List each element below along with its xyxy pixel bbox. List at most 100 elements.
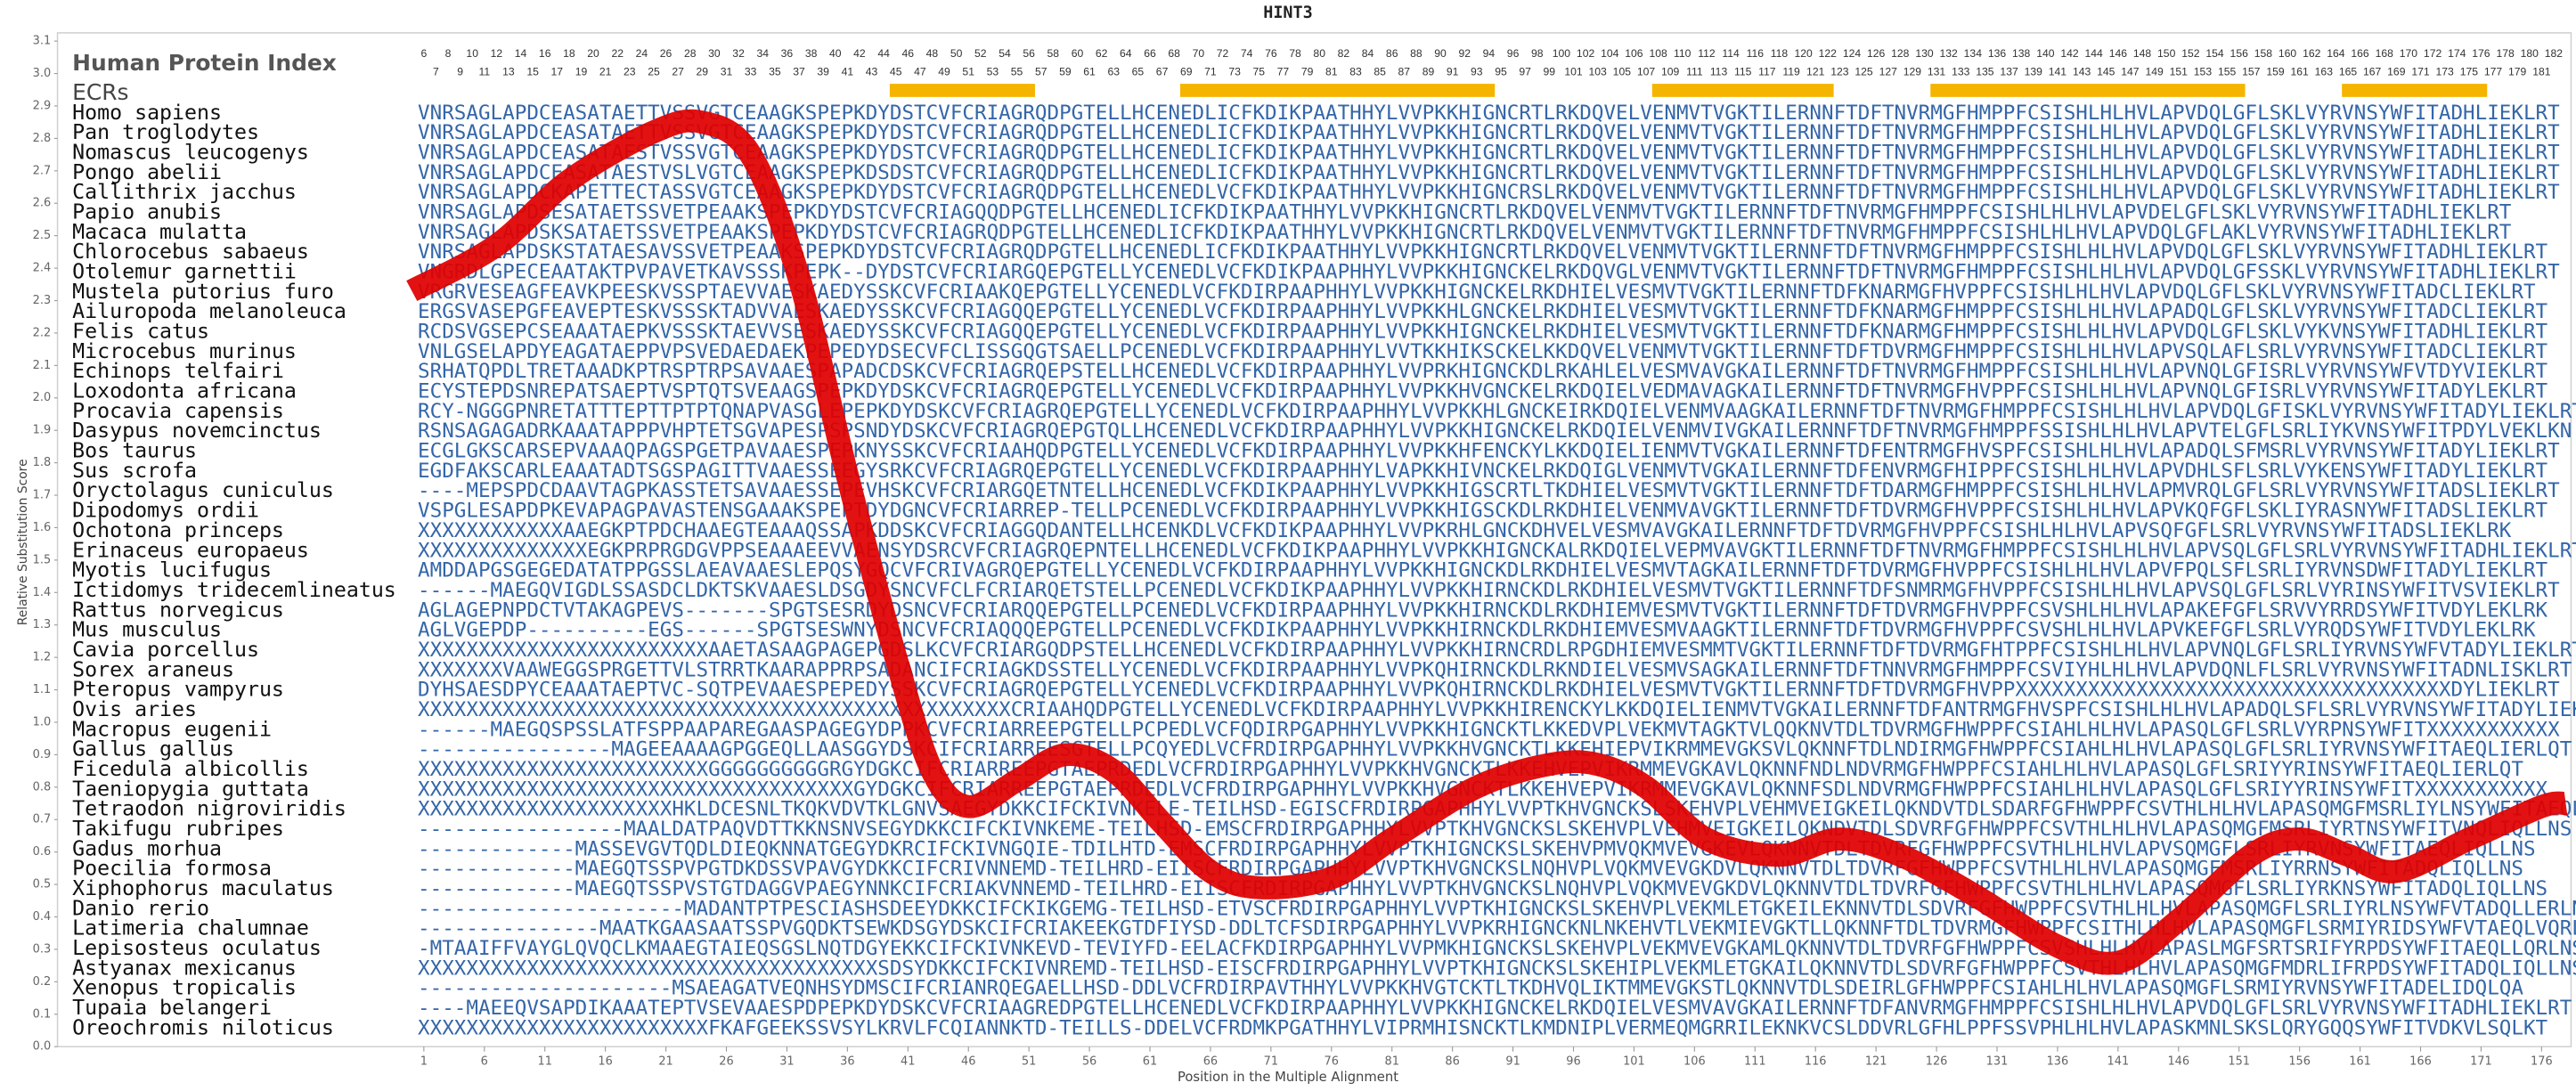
species-name: Takifugu rubripes xyxy=(72,817,284,841)
protein-index-number: 140 xyxy=(2036,47,2055,60)
protein-index-number: 85 xyxy=(1374,65,1386,77)
sequence: VNRSAGLAPDSKSATAETSSVETPEAAKSPEPKDYDSTCV… xyxy=(418,221,2512,244)
species-name: Mus musculus xyxy=(72,618,222,642)
x-tick-label: 76 xyxy=(1325,1054,1339,1068)
sequence: XXXXXXXXXXXXXXXXXXXXXHKLDCESNLTKQKVDVTKL… xyxy=(418,798,2576,821)
x-tick-label: 161 xyxy=(2349,1054,2371,1068)
y-tick-label: 2.1 xyxy=(33,359,52,372)
score-line xyxy=(406,109,2568,975)
x-tick-label: 171 xyxy=(2470,1054,2492,1068)
protein-index-number: 178 xyxy=(2496,47,2515,60)
protein-index-number: 71 xyxy=(1204,65,1217,77)
protein-index-number: 167 xyxy=(2363,65,2382,77)
y-tick-label: 0.8 xyxy=(33,780,52,794)
protein-index-number: 58 xyxy=(1048,47,1060,60)
x-tick-label: 116 xyxy=(1805,1054,1827,1068)
ecr-bar xyxy=(2342,84,2488,97)
protein-index-number: 147 xyxy=(2121,65,2140,77)
protein-index-number: 29 xyxy=(697,65,709,77)
protein-index-number: 159 xyxy=(2266,65,2285,77)
protein-index-number: 63 xyxy=(1107,65,1120,77)
species-name: Dasypus novemcinctus xyxy=(72,419,322,443)
protein-index-number: 114 xyxy=(1722,47,1740,60)
protein-index-number: 143 xyxy=(2073,65,2091,77)
protein-index-number: 54 xyxy=(999,47,1011,60)
x-tick-label: 166 xyxy=(2409,1054,2432,1068)
y-tick-label: 0.7 xyxy=(33,813,52,826)
protein-index-number: 77 xyxy=(1277,65,1290,77)
protein-index-number: 65 xyxy=(1132,65,1145,77)
species-name: Mustela putorius furo xyxy=(72,280,334,304)
protein-index-number: 119 xyxy=(1782,65,1800,77)
protein-index-number: 68 xyxy=(1168,47,1180,60)
x-tick-label: 96 xyxy=(1566,1054,1580,1068)
y-tick-label: 0.4 xyxy=(33,910,52,924)
protein-index-number: 22 xyxy=(611,47,624,60)
species-name: Sus scrofa xyxy=(72,459,197,483)
protein-index-number: 164 xyxy=(2327,47,2345,60)
x-tick-label: 6 xyxy=(481,1054,488,1068)
sequence: -MTAAIFFVAYGLQVQCLKMAAEGTAIEQSGSLNQTDGYE… xyxy=(418,937,2576,960)
sequence: VNRSAGLAPDCEASATAESTVSSVGTCEAAGKSPEPKDYD… xyxy=(418,141,2560,164)
protein-index-number: 40 xyxy=(829,47,842,60)
protein-index-label: Human Protein Index xyxy=(72,50,337,76)
protein-index-number: 112 xyxy=(1698,47,1716,60)
protein-index-number: 180 xyxy=(2521,47,2539,60)
protein-index-number: 92 xyxy=(1458,47,1471,60)
protein-index-number: 16 xyxy=(539,47,551,60)
protein-index-number: 74 xyxy=(1241,47,1253,60)
protein-index-number: 171 xyxy=(2411,65,2430,77)
protein-index-number: 177 xyxy=(2484,65,2503,77)
x-tick-label: 131 xyxy=(1986,1054,2009,1068)
species-name: Danio rerio xyxy=(72,896,209,920)
protein-index-number: 138 xyxy=(2012,47,2031,60)
protein-index-number: 165 xyxy=(2339,65,2358,77)
sequence: ERGSVASEPGFEAVEPTESKVSSSKTADVVAESKAEDYSS… xyxy=(418,300,2548,323)
x-tick-label: 156 xyxy=(2288,1054,2311,1068)
y-tick-label: 1.4 xyxy=(33,586,52,599)
protein-index-number: 122 xyxy=(1819,47,1838,60)
protein-index-number: 110 xyxy=(1674,47,1692,60)
plot-frame xyxy=(56,32,2572,1047)
y-tick-label: 2.2 xyxy=(33,326,52,339)
protein-index-number: 10 xyxy=(466,47,478,60)
protein-index-number: 73 xyxy=(1228,65,1241,77)
ecr-bar xyxy=(1930,84,2246,97)
protein-index-number: 128 xyxy=(1891,47,1910,60)
y-tick-label: 0.0 xyxy=(33,1040,52,1054)
x-tick-label: 36 xyxy=(840,1054,854,1068)
sequence: SRHATQPDLTRETAAADKPTRSPTRPSAVAAESPAPADCD… xyxy=(418,360,2548,383)
protein-index-number: 174 xyxy=(2448,47,2466,60)
sequence: VSPGLESAPDPKEVAPAGPAVASTENSGAAAKSPEPTDYD… xyxy=(418,500,2548,523)
protein-index-number: 97 xyxy=(1519,65,1531,77)
species-name: Microcebus murinus xyxy=(72,339,297,363)
protein-index-number: 35 xyxy=(769,65,781,77)
sequence: -----------------MAALDATPAQVDTTKKNSNVSEG… xyxy=(418,818,2572,841)
y-tick-label: 0.2 xyxy=(33,975,52,989)
x-tick-label: 66 xyxy=(1203,1054,1218,1068)
x-tick-label: 31 xyxy=(779,1054,794,1068)
protein-index-number: 44 xyxy=(877,47,890,60)
protein-index-number: 31 xyxy=(721,65,733,77)
protein-index-number: 20 xyxy=(587,47,599,60)
ecr-bar xyxy=(889,84,1035,97)
protein-index-number: 96 xyxy=(1507,47,1520,60)
species-name: Rattus norvegicus xyxy=(72,598,284,622)
sequence: VNRSAGLAPDCEASATAETTVSSVGTCEAAGKSPEPKDYD… xyxy=(418,102,2560,125)
x-tick-label: 11 xyxy=(537,1054,551,1068)
sequence: ---------------MAATKGAASAATSSPVGQDKTSEWK… xyxy=(418,917,2576,940)
y-tick-label: 2.6 xyxy=(33,197,52,210)
y-tick-label: 2.9 xyxy=(33,99,52,112)
protein-index-number: 130 xyxy=(1915,47,1934,60)
protein-index-number: 56 xyxy=(1023,47,1035,60)
species-name: Ailuropoda melanoleuca xyxy=(72,299,346,323)
species-name: Astyanax mexicanus xyxy=(72,956,297,980)
sequence: -------------MASSEVGVTQDLDIEQKNNATGEGYDK… xyxy=(418,837,2536,860)
protein-index-number: 126 xyxy=(1867,47,1886,60)
protein-index-number: 91 xyxy=(1447,65,1459,77)
protein-index-number: 8 xyxy=(445,47,452,60)
protein-index-number: 148 xyxy=(2133,47,2152,60)
x-tick-label: 121 xyxy=(1865,1054,1887,1068)
y-tick-label: 1.6 xyxy=(33,521,52,534)
x-tick-label: 86 xyxy=(1445,1054,1459,1068)
